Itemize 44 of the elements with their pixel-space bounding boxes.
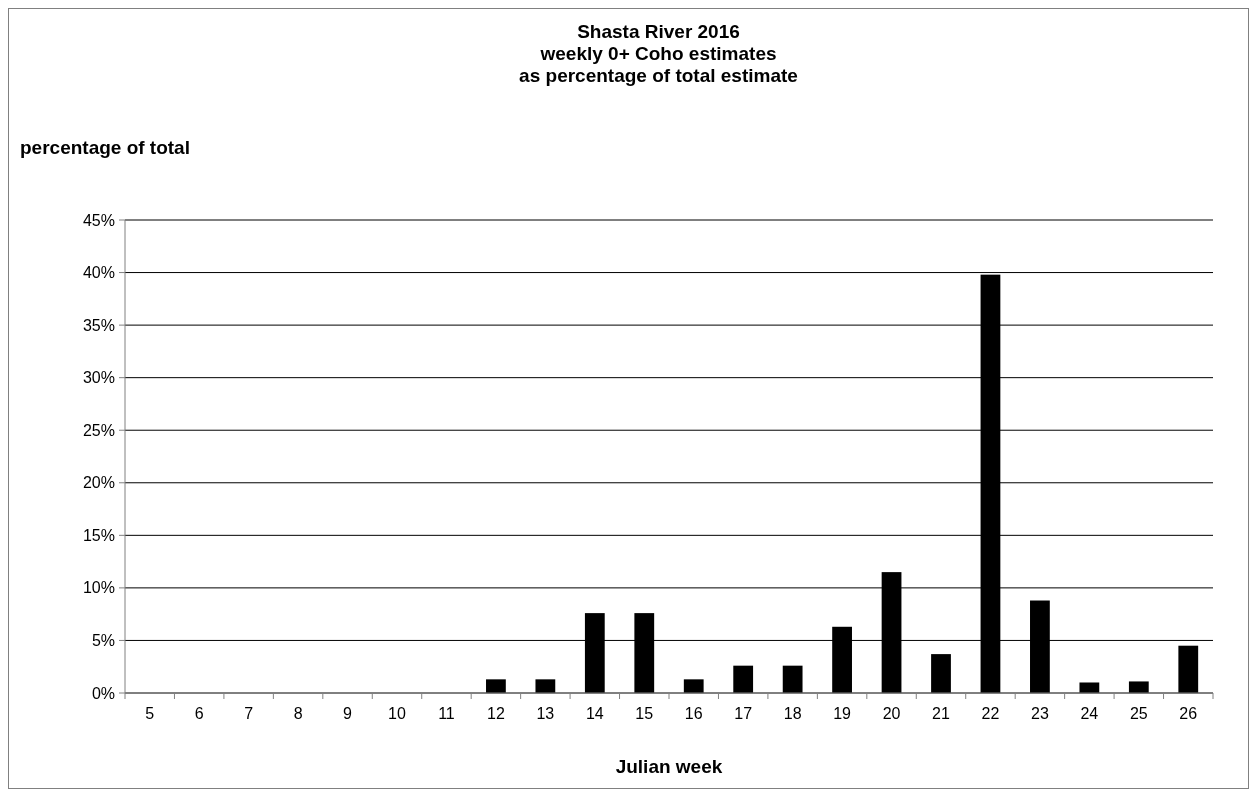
x-tick-label: 5: [145, 705, 155, 722]
bar: [931, 654, 951, 693]
x-tick-label: 25: [1129, 705, 1148, 722]
bar: [782, 665, 803, 693]
bar: [1178, 645, 1199, 693]
bar: [1128, 681, 1149, 693]
x-tick-label: 11: [438, 705, 455, 722]
x-tick-label: 8: [293, 705, 303, 722]
y-tick-label: 45%: [82, 211, 115, 229]
y-tick-label: 5%: [91, 632, 115, 650]
y-tick-label: 40%: [82, 264, 115, 282]
x-tick-label: 21: [932, 705, 950, 722]
bar: [535, 679, 556, 693]
x-tick-label: 14: [585, 705, 604, 722]
x-tick-label: 23: [1031, 705, 1049, 722]
x-tick-label: 17: [734, 705, 753, 722]
x-tick-label: 6: [194, 705, 204, 722]
bar: [683, 679, 704, 693]
bar: [733, 665, 754, 693]
x-axis-title: Julian week: [615, 756, 723, 777]
x-tick-label: 13: [536, 705, 555, 722]
y-tick-label: 0%: [91, 684, 115, 702]
y-tick-label: 35%: [82, 316, 115, 334]
x-tick-label: 10: [388, 705, 406, 722]
y-axis-title: percentage of total: [20, 137, 190, 158]
x-tick-label: 26: [1179, 705, 1198, 722]
bar: [1079, 682, 1100, 693]
y-tick-label: 30%: [82, 369, 115, 387]
x-tick-label: 12: [487, 705, 505, 722]
x-tick-label: 7: [244, 705, 254, 722]
y-tick-label: 25%: [82, 421, 115, 439]
bar: [486, 679, 506, 693]
y-tick-label: 10%: [82, 579, 115, 597]
x-tick-label: 24: [1080, 705, 1099, 722]
x-tick-label: 15: [635, 705, 654, 722]
x-tick-label: 18: [783, 705, 802, 722]
x-tick-label: 19: [833, 705, 852, 722]
x-tick-label: 22: [981, 705, 1000, 722]
x-tick-label: 20: [882, 705, 901, 722]
x-tick-label: 16: [684, 705, 703, 722]
chart-title: Shasta River 2016 weekly 0+ Coho estimates as percentage of total estimate: [519, 21, 798, 86]
x-tick-label: 9: [343, 705, 353, 722]
y-tick-label: 20%: [82, 474, 115, 492]
y-tick-label: 15%: [82, 526, 115, 544]
